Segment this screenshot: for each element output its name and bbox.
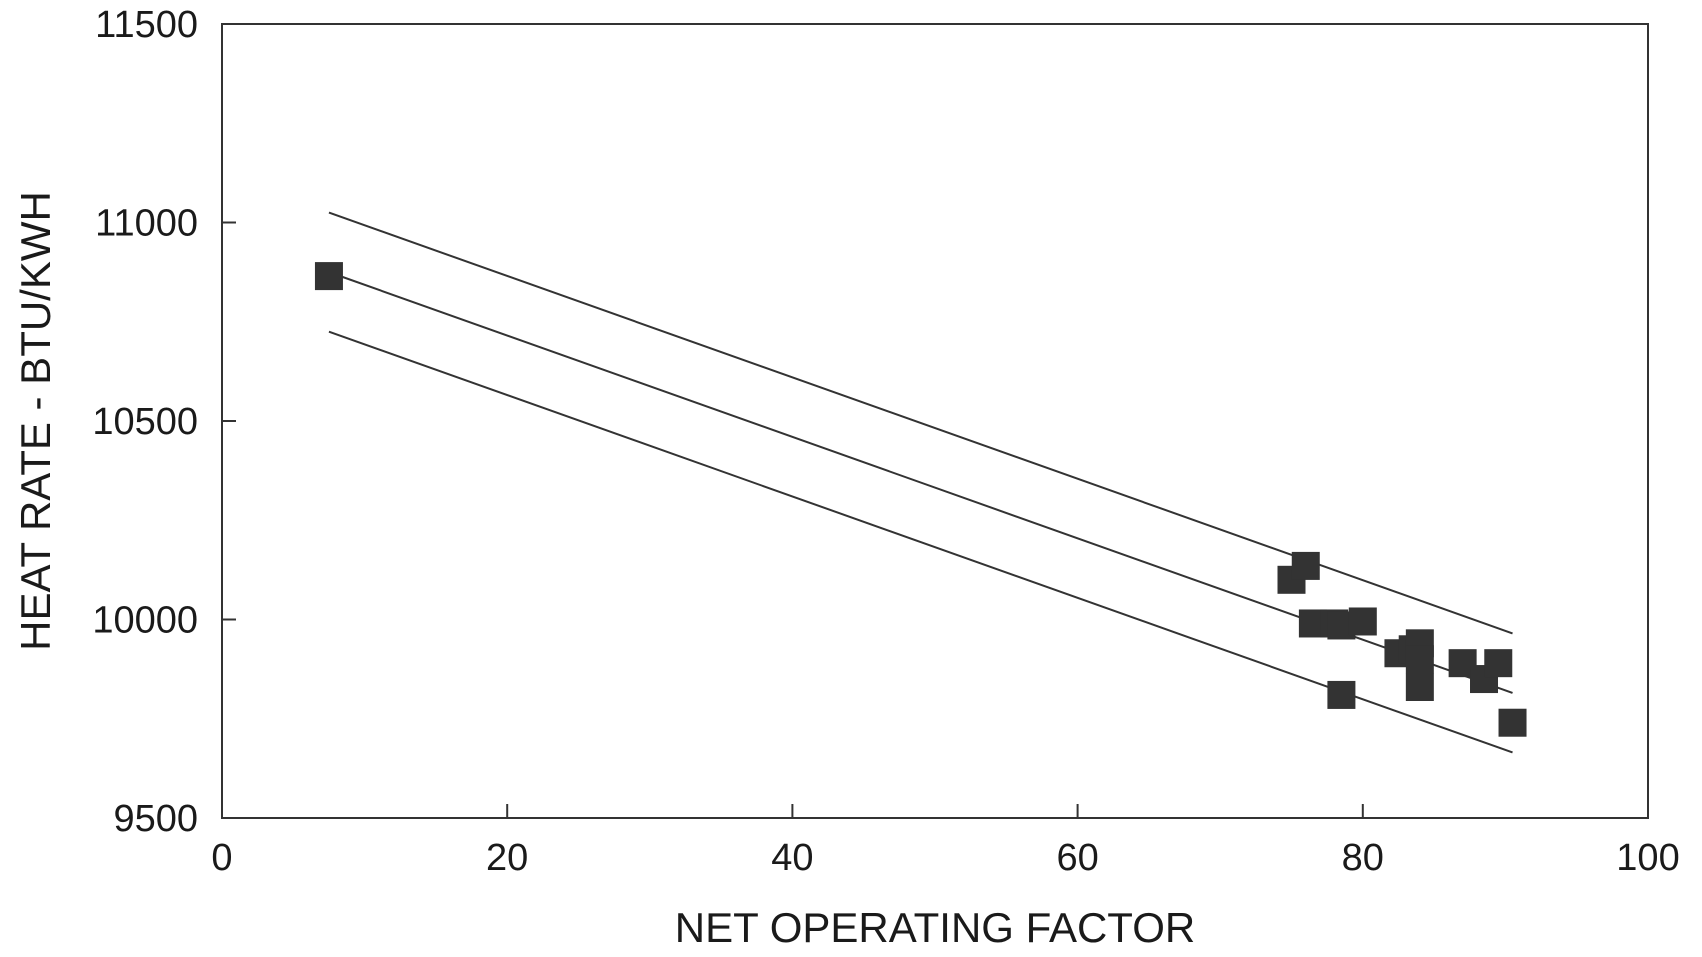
line-lower-bound: [328, 330, 1513, 754]
x-tick-label: 40: [771, 837, 813, 879]
x-tick-label: 20: [486, 837, 528, 879]
x-axis-title: NET OPERATING FACTOR: [675, 904, 1195, 951]
data-point: [1405, 672, 1434, 701]
y-tick-label: 11000: [95, 203, 198, 245]
line-upper-bound: [328, 211, 1513, 635]
x-tick-label: 100: [1616, 837, 1679, 879]
y-axis-title: HEAT RATE - BTU/KWH: [12, 191, 59, 651]
data-points: [314, 262, 1527, 737]
x-tick-label: 0: [211, 837, 232, 879]
x-tick-label: 80: [1342, 837, 1384, 879]
data-point: [1498, 708, 1527, 737]
x-axis-ticks: 0 20 40 60 80 100: [211, 804, 1680, 879]
data-point: [1291, 551, 1320, 580]
y-tick-label: 11500: [95, 4, 198, 46]
regression-lines: [328, 211, 1513, 754]
plot-frame: [221, 23, 1649, 819]
y-tick-label: 10500: [92, 401, 198, 443]
data-point: [314, 262, 343, 291]
data-point: [1484, 649, 1513, 678]
data-point: [1327, 680, 1356, 709]
x-tick-label: 60: [1056, 837, 1098, 879]
y-tick-label: 9500: [113, 798, 198, 840]
y-axis-ticks: 9500 10000 10500 11000 11500: [92, 4, 236, 840]
data-point: [1405, 645, 1434, 674]
y-tick-label: 10000: [92, 600, 198, 642]
data-point: [1348, 607, 1377, 636]
